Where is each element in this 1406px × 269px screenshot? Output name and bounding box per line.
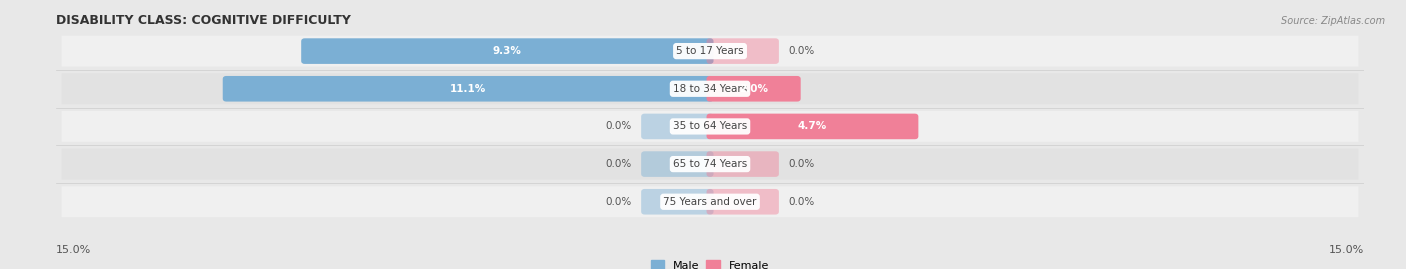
Text: 65 to 74 Years: 65 to 74 Years <box>673 159 747 169</box>
Text: Source: ZipAtlas.com: Source: ZipAtlas.com <box>1281 16 1385 26</box>
FancyBboxPatch shape <box>707 189 779 215</box>
FancyBboxPatch shape <box>62 186 1358 217</box>
FancyBboxPatch shape <box>222 76 713 102</box>
Text: 9.3%: 9.3% <box>494 46 522 56</box>
Text: 0.0%: 0.0% <box>606 159 631 169</box>
FancyBboxPatch shape <box>707 151 779 177</box>
Text: 0.0%: 0.0% <box>789 197 814 207</box>
Text: 2.0%: 2.0% <box>740 84 768 94</box>
FancyBboxPatch shape <box>62 111 1358 142</box>
Text: 18 to 34 Years: 18 to 34 Years <box>673 84 747 94</box>
Text: 35 to 64 Years: 35 to 64 Years <box>673 121 747 132</box>
Text: 0.0%: 0.0% <box>789 159 814 169</box>
FancyBboxPatch shape <box>301 38 713 64</box>
FancyBboxPatch shape <box>62 73 1358 104</box>
FancyBboxPatch shape <box>707 76 800 102</box>
Text: 0.0%: 0.0% <box>789 46 814 56</box>
FancyBboxPatch shape <box>641 151 713 177</box>
FancyBboxPatch shape <box>641 189 713 215</box>
FancyBboxPatch shape <box>707 38 779 64</box>
Text: 0.0%: 0.0% <box>606 197 631 207</box>
FancyBboxPatch shape <box>641 114 713 139</box>
Text: 11.1%: 11.1% <box>450 84 486 94</box>
Text: 75 Years and over: 75 Years and over <box>664 197 756 207</box>
Legend: Male, Female: Male, Female <box>647 256 773 269</box>
Text: DISABILITY CLASS: COGNITIVE DIFFICULTY: DISABILITY CLASS: COGNITIVE DIFFICULTY <box>56 14 352 27</box>
FancyBboxPatch shape <box>62 36 1358 66</box>
Text: 4.7%: 4.7% <box>797 121 827 132</box>
Text: 0.0%: 0.0% <box>606 121 631 132</box>
Text: 15.0%: 15.0% <box>56 245 91 255</box>
Text: 15.0%: 15.0% <box>1329 245 1364 255</box>
FancyBboxPatch shape <box>707 114 918 139</box>
Text: 5 to 17 Years: 5 to 17 Years <box>676 46 744 56</box>
FancyBboxPatch shape <box>62 149 1358 179</box>
